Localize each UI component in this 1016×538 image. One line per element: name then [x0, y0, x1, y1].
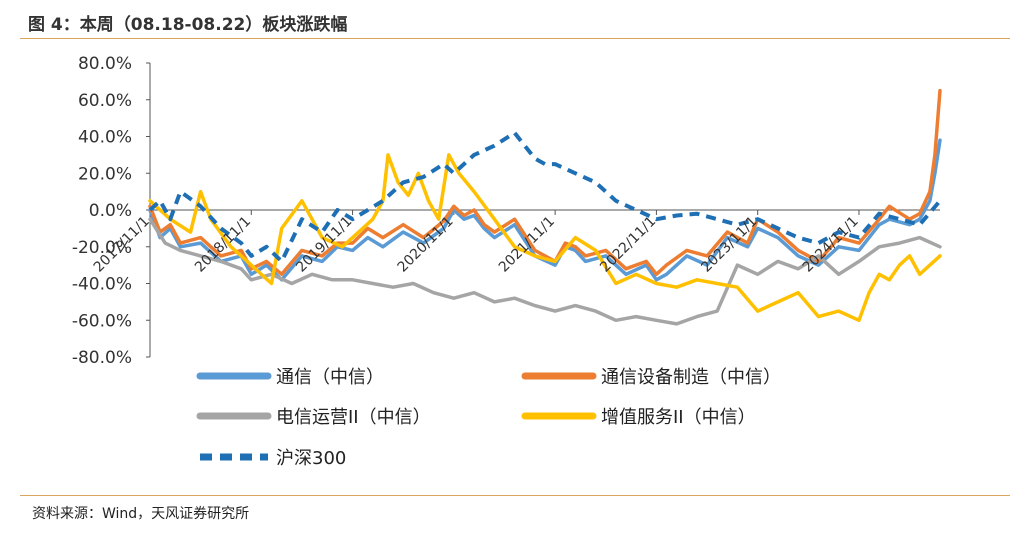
legend-label-4: 沪深300	[276, 448, 346, 469]
chart-legend: 通信（中信） 通信设备制造（中信） 电信运营II（中信） 增值服务II（中信） 沪深30…	[196, 367, 781, 469]
legend-label-3: 增值服务II（中信）	[601, 407, 756, 428]
y-tick-label: 0.0%	[89, 201, 132, 221]
legend-label-1: 通信设备制造（中信）	[601, 367, 781, 388]
y-tick-label: -60.0%	[72, 311, 132, 331]
source-note: 资料来源：Wind，天风证券研究所	[32, 506, 250, 522]
legend-label-2: 电信运营II（中信）	[276, 407, 431, 428]
bottom-divider	[20, 495, 1010, 496]
legend-label-0: 通信（中信）	[276, 367, 384, 388]
y-tick-label: -80.0%	[72, 348, 132, 368]
series-line-4	[148, 130, 942, 264]
chart-series	[148, 88, 942, 326]
y-tick-label: 40.0%	[78, 128, 132, 148]
series-line-3	[148, 153, 942, 323]
y-tick-label: 80.0%	[78, 54, 132, 74]
y-tick-label: 20.0%	[78, 164, 132, 184]
y-tick-label: -20.0%	[72, 238, 132, 258]
top-divider	[20, 38, 1010, 39]
figure-title: 图 4：本周（08.18-08.22）板块涨跌幅	[28, 15, 348, 35]
line-chart: 80.0% 60.0% 40.0% 20.0% 0.0% -20.0% -40.0% -60.…	[72, 54, 942, 469]
x-tick-label: 2021/11/1	[496, 214, 558, 276]
y-tick-label: 60.0%	[78, 91, 132, 111]
chart-axes: 80.0% 60.0% 40.0% 20.0% 0.0% -20.0% -40.0% -60.…	[72, 54, 940, 368]
x-tick-label: 2020/11/1	[395, 214, 457, 276]
y-tick-label: -40.0%	[72, 275, 132, 295]
